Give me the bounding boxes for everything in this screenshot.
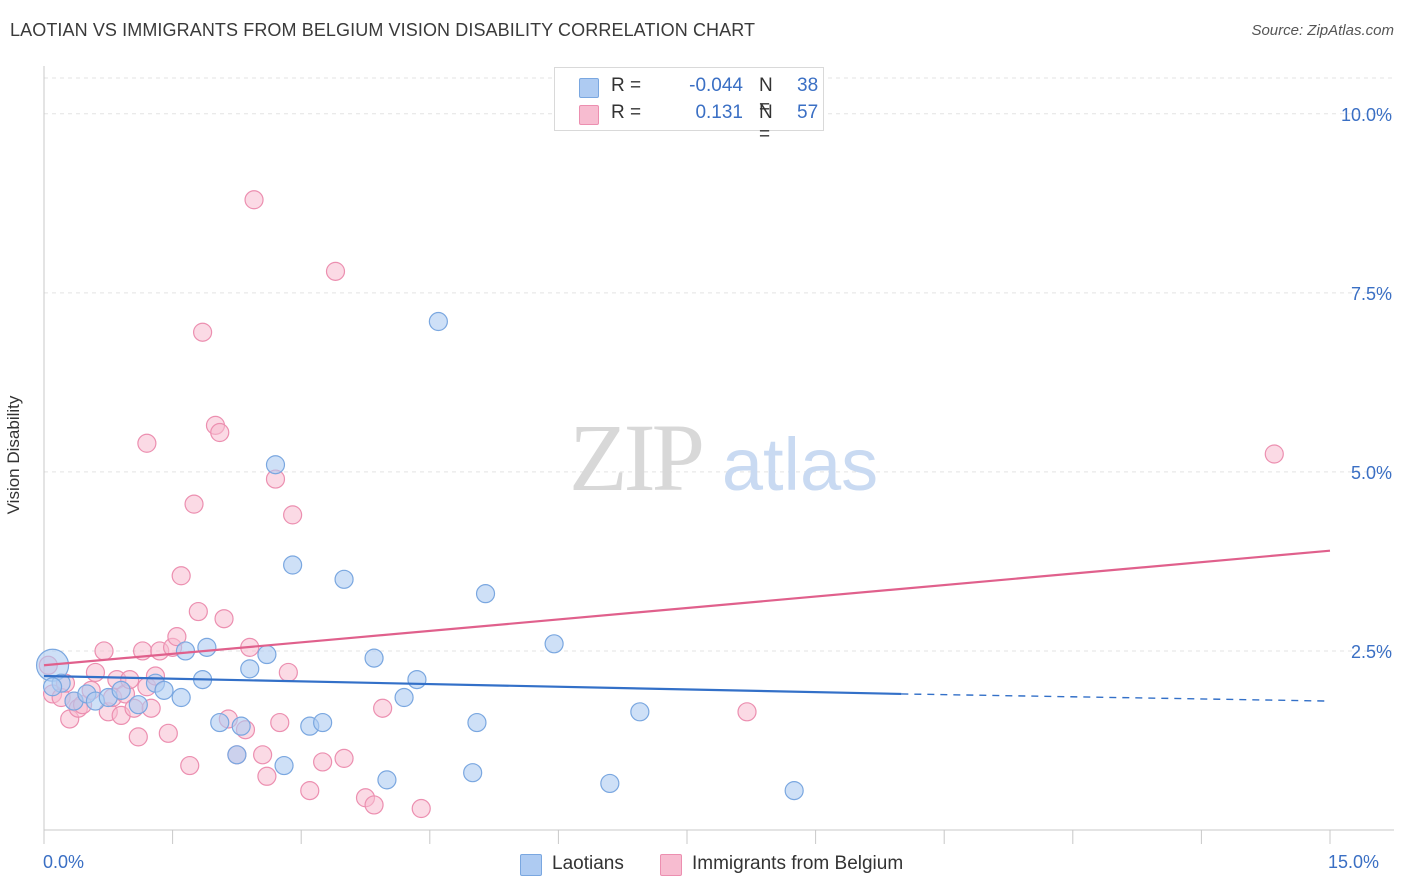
y-tick-label: 2.5% <box>1351 642 1392 662</box>
laotians-point <box>463 763 483 783</box>
grid-lines <box>44 77 1394 652</box>
x-tick-label-max: 15.0% <box>1328 852 1380 872</box>
belgium-point <box>737 702 757 722</box>
laotians-point <box>364 648 384 668</box>
laotians-point <box>313 712 333 733</box>
laotians-point <box>475 584 496 604</box>
belgium-point <box>1264 444 1284 464</box>
n-label: N = <box>759 75 773 118</box>
laotians-point <box>630 702 650 722</box>
correlation-legend: R = -0.044 N = 38 R = 0.131 N = 57 <box>554 67 824 145</box>
laotians-point <box>334 569 354 589</box>
belgium-point <box>270 712 290 733</box>
belgium-point <box>85 662 106 683</box>
belgium-point <box>214 609 234 629</box>
y-axis-label-wrap: Vision Disability <box>4 396 44 515</box>
laotians-trend-line <box>43 674 902 696</box>
laotians-point <box>111 680 131 700</box>
x-tick-label-min: 0.0% <box>43 852 85 872</box>
r-value-belgium: 0.131 <box>695 102 743 123</box>
belgium-point <box>210 422 230 443</box>
laotians-point <box>544 634 564 654</box>
belgium-point <box>278 662 298 683</box>
belgium-point <box>373 698 393 718</box>
y-tick-label: 10.0% <box>1341 105 1392 125</box>
laotians-point <box>257 644 277 665</box>
belgium-point <box>137 433 157 453</box>
laotians-point <box>467 712 487 733</box>
belgium-point <box>313 752 333 772</box>
laotians-point <box>428 311 448 332</box>
laotians-point <box>394 687 414 708</box>
laotians-point <box>210 712 230 733</box>
axes <box>43 66 1394 844</box>
belgium-point <box>325 261 346 281</box>
laotians-point <box>265 455 286 475</box>
belgium-point <box>171 566 191 586</box>
watermark: ZIP atlas <box>569 404 878 511</box>
belgium-point <box>184 494 204 514</box>
laotians-point <box>175 641 196 661</box>
belgium-point <box>257 766 277 786</box>
laotians-point <box>784 781 804 801</box>
laotians-trend-extension <box>901 693 1331 702</box>
y-axis-label: Vision Disability <box>4 395 23 515</box>
belgium-legend-swatch <box>660 854 682 876</box>
laotians-point <box>171 687 191 708</box>
y-tick-label: 5.0% <box>1351 463 1392 483</box>
laotians-point <box>231 716 251 736</box>
belgium-point <box>300 781 320 801</box>
laotians-point <box>128 695 148 715</box>
belgium-trend-line <box>43 549 1331 667</box>
series-laotians-points <box>35 311 804 801</box>
belgium-point <box>158 723 178 743</box>
laotians-point <box>377 770 397 790</box>
trend-lines <box>43 549 1331 702</box>
laotians-point <box>240 659 260 679</box>
r-label: R = <box>611 102 642 123</box>
y-tick-labels: 2.5% 5.0% 7.5% 10.0% <box>1341 105 1392 662</box>
laotians-legend-swatch <box>520 854 542 876</box>
belgium-point <box>188 601 208 622</box>
belgium-point <box>193 322 213 342</box>
belgium-point <box>180 755 200 776</box>
laotians-point <box>600 773 620 794</box>
belgium-point <box>244 190 264 210</box>
laotians-legend-label: Laotians <box>552 853 624 874</box>
chart-title: LAOTIAN VS IMMIGRANTS FROM BELGIUM VISIO… <box>10 20 756 40</box>
laotians-point <box>407 669 427 690</box>
laotians-swatch <box>579 78 599 98</box>
r-value-laotians: -0.044 <box>689 75 743 96</box>
laotians-point <box>283 555 303 575</box>
laotians-point <box>197 637 217 657</box>
laotians-point <box>154 680 174 700</box>
watermark-atlas: atlas <box>722 423 878 506</box>
belgium-point <box>283 505 303 525</box>
y-tick-label: 7.5% <box>1351 284 1392 304</box>
laotians-point <box>227 745 247 765</box>
laotians-point <box>42 677 63 697</box>
belgium-point <box>167 627 187 647</box>
n-value-laotians: 38 <box>797 75 819 96</box>
belgium-legend-label: Immigrants from Belgium <box>692 853 904 874</box>
belgium-point <box>128 727 148 747</box>
watermark-zip: ZIP <box>569 404 702 511</box>
belgium-point <box>334 748 354 768</box>
n-value-belgium: 57 <box>797 102 819 123</box>
source-label: Source: ZipAtlas.com <box>1251 22 1394 39</box>
r-label: R = <box>611 75 642 96</box>
series-legend: Laotians Immigrants from Belgium <box>0 852 1406 878</box>
belgium-swatch <box>579 105 599 125</box>
belgium-point <box>94 641 114 661</box>
n-label: N = <box>759 102 773 145</box>
belgium-point <box>411 798 431 819</box>
belgium-point <box>253 745 273 765</box>
belgium-point <box>364 795 384 815</box>
laotians-point <box>274 755 294 776</box>
